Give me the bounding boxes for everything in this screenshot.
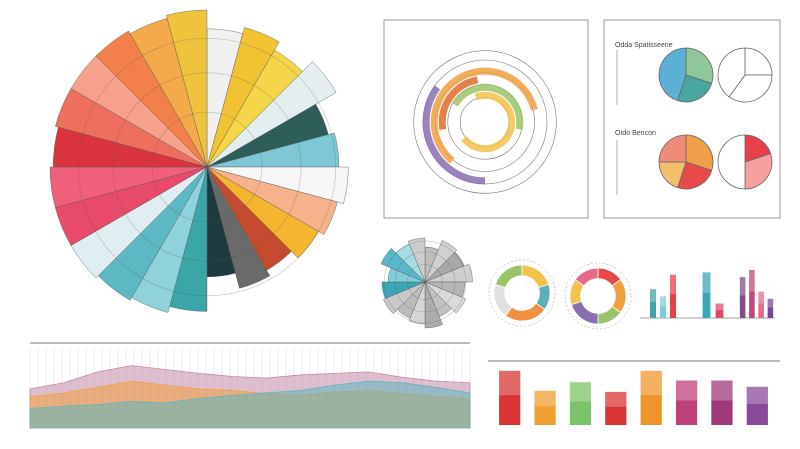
pie-slice bbox=[658, 47, 687, 102]
donut-slice bbox=[494, 264, 523, 289]
bar-highlight bbox=[702, 272, 711, 293]
donut-guide bbox=[564, 262, 632, 330]
bar bbox=[640, 370, 662, 425]
polar-wedge bbox=[424, 240, 458, 283]
polar-wedge bbox=[206, 166, 319, 259]
pie-slice bbox=[658, 134, 687, 163]
radial-arc bbox=[451, 83, 524, 130]
bar-highlight bbox=[758, 291, 764, 304]
donut-slice bbox=[504, 302, 546, 322]
donut-guide bbox=[488, 259, 556, 327]
polar-wedge bbox=[380, 248, 426, 283]
pie-slice bbox=[744, 153, 773, 190]
radial-guide bbox=[413, 50, 557, 194]
polar-ring bbox=[112, 72, 302, 262]
chart-title: Otdo Bencon bbox=[615, 130, 656, 137]
bar-highlight bbox=[746, 386, 768, 404]
bar bbox=[605, 391, 627, 425]
pie-slice bbox=[744, 47, 773, 76]
polar-ring bbox=[151, 111, 263, 223]
donut-slice bbox=[574, 267, 599, 287]
polar-ring bbox=[407, 264, 443, 300]
donut-slice bbox=[570, 300, 599, 325]
radial-arc bbox=[430, 67, 538, 164]
radial-arc bbox=[438, 76, 479, 131]
donut-slice bbox=[521, 264, 550, 289]
radial-arc bbox=[461, 91, 516, 153]
polar-ring bbox=[77, 37, 337, 297]
polar-wedge bbox=[49, 166, 208, 208]
bar-highlight bbox=[715, 303, 724, 311]
bar-highlight bbox=[749, 270, 755, 292]
panel-frame bbox=[383, 19, 589, 219]
bar-highlight bbox=[670, 274, 676, 295]
area bbox=[29, 380, 471, 429]
bar-highlight bbox=[640, 370, 662, 396]
bar-highlight bbox=[767, 298, 774, 308]
polar-wedge bbox=[95, 30, 208, 168]
radial-arc bbox=[422, 85, 486, 185]
bar bbox=[534, 390, 556, 425]
bar bbox=[650, 289, 656, 318]
bar bbox=[758, 291, 764, 318]
polar-ring bbox=[394, 251, 456, 313]
bar-highlight bbox=[675, 380, 698, 401]
bar bbox=[715, 303, 724, 318]
polar-wedge bbox=[383, 281, 426, 315]
pie-slice bbox=[677, 161, 713, 190]
polar-wedge bbox=[424, 281, 443, 329]
polar-wedge bbox=[206, 166, 349, 204]
bar-highlight bbox=[605, 391, 627, 407]
pie-slice bbox=[685, 47, 714, 84]
polar-wedge bbox=[206, 61, 337, 168]
pie-slice bbox=[717, 47, 746, 98]
polar-wedge bbox=[206, 27, 280, 168]
bar-highlight bbox=[711, 380, 733, 401]
polar-wedge bbox=[424, 263, 473, 283]
polar-wedge bbox=[206, 166, 338, 235]
bar bbox=[749, 270, 755, 318]
bar bbox=[660, 296, 666, 318]
bar bbox=[746, 386, 768, 425]
bar-highlight bbox=[534, 390, 556, 407]
bar bbox=[702, 272, 711, 318]
panel-frame bbox=[603, 19, 781, 219]
bar bbox=[675, 380, 698, 425]
polar-wedge bbox=[408, 281, 426, 325]
bar-highlight bbox=[660, 296, 666, 307]
polar-wedge bbox=[424, 281, 466, 314]
polar-wedge bbox=[166, 9, 208, 168]
polar-ring bbox=[383, 240, 467, 324]
bar bbox=[711, 380, 733, 425]
chart-title: Odda Spatisseene bbox=[615, 42, 673, 49]
polar-wedge bbox=[206, 166, 271, 289]
donut-slice bbox=[493, 283, 513, 317]
bar bbox=[670, 274, 676, 318]
pie-slice bbox=[728, 74, 773, 103]
bar bbox=[767, 298, 774, 318]
pie-slice bbox=[717, 134, 746, 190]
bar-highlight bbox=[499, 370, 521, 396]
bar bbox=[739, 277, 746, 318]
pie-slice bbox=[685, 134, 714, 171]
bar bbox=[499, 370, 521, 425]
bar bbox=[569, 382, 592, 425]
pie-slice bbox=[677, 74, 713, 103]
polar-wedge bbox=[381, 281, 426, 299]
bar-highlight bbox=[569, 382, 592, 402]
bar-highlight bbox=[650, 289, 656, 303]
bar-highlight bbox=[739, 277, 746, 296]
polar-wedge bbox=[407, 237, 426, 283]
